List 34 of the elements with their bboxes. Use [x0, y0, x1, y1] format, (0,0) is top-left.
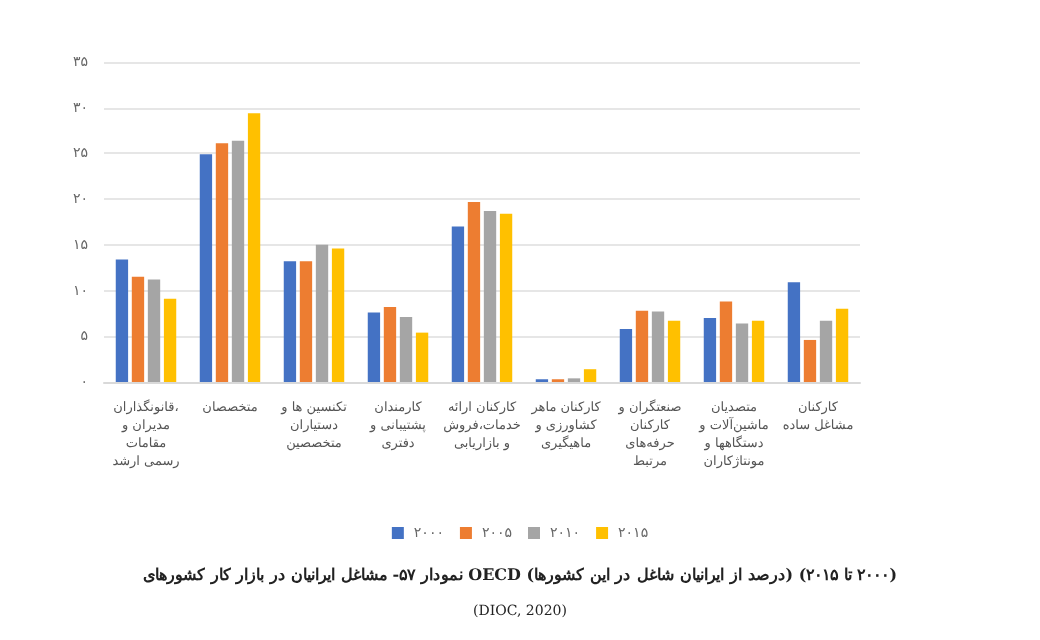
- bar: [635, 310, 649, 382]
- bar: [467, 201, 481, 382]
- bar: [787, 282, 801, 382]
- bar: [163, 298, 177, 382]
- bar: [399, 317, 413, 382]
- bar: [651, 311, 665, 382]
- bar: [835, 308, 849, 382]
- bar: [147, 279, 161, 382]
- bar: [231, 140, 245, 382]
- bar: [315, 244, 329, 382]
- bar: [331, 248, 345, 382]
- bar: [751, 320, 765, 382]
- bar: [283, 261, 297, 382]
- bar: [199, 154, 213, 382]
- bar: [483, 211, 497, 382]
- bar: [383, 307, 397, 382]
- bar: [719, 301, 733, 382]
- bar: [583, 369, 597, 382]
- text: نمودار ۵۷- مشاغل ایرانیان در بازار کار کشورهای OECD (درصد از ایرانیان شاغل در این کشورها) (۲۰۰۰ تا ۲۰۱۵): [142, 564, 898, 586]
- bar: [131, 276, 145, 382]
- bar: [451, 226, 465, 382]
- bar: [703, 318, 717, 382]
- bar: [367, 312, 381, 382]
- bar: [735, 323, 749, 382]
- bar: [499, 213, 513, 382]
- bar: [415, 332, 429, 382]
- bar: [619, 328, 633, 382]
- bar: [803, 339, 817, 382]
- bar: [247, 113, 261, 382]
- bar: [215, 143, 229, 382]
- bar: [667, 320, 681, 382]
- bar: [819, 320, 833, 382]
- bar: [299, 261, 313, 382]
- bar: [115, 259, 129, 382]
